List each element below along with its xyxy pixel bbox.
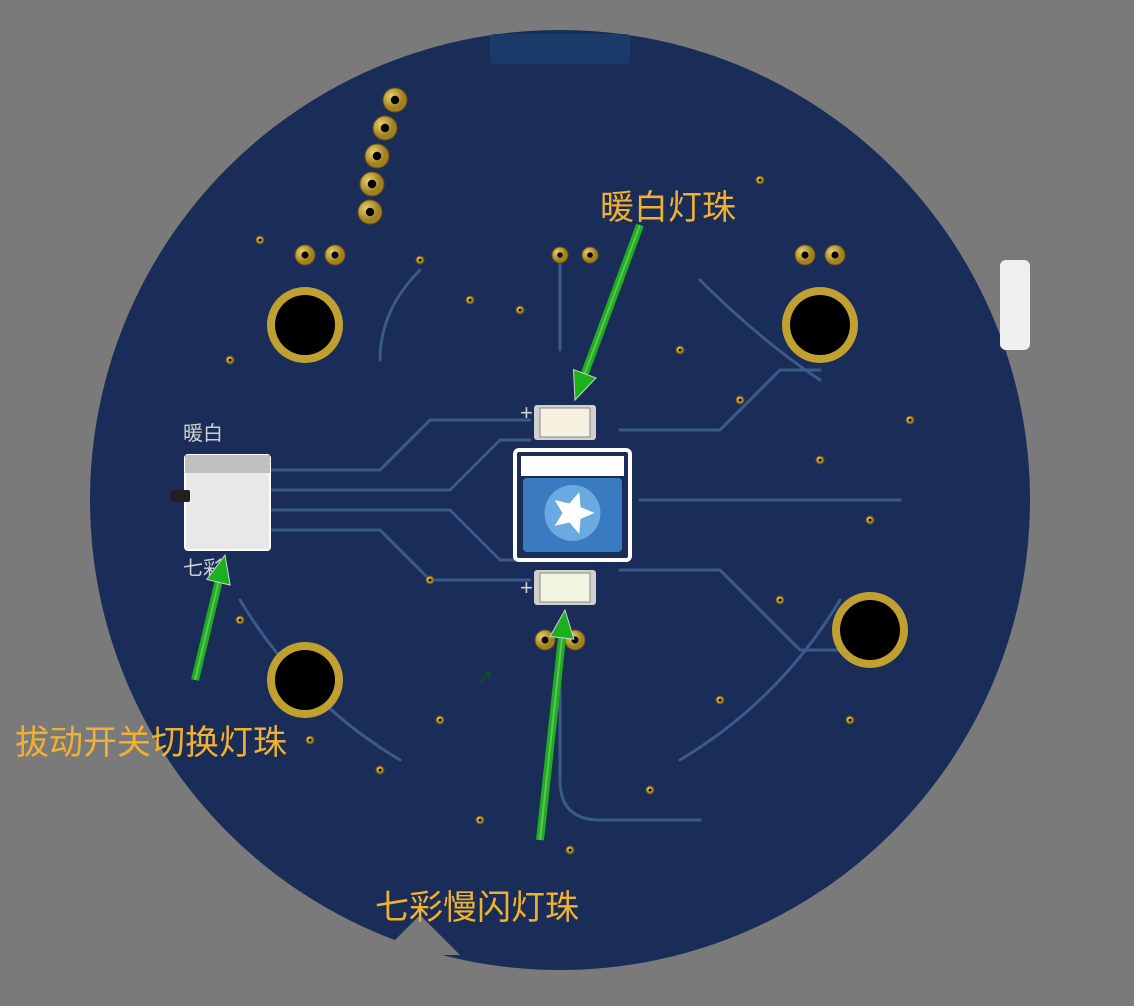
annotation-label-rgb-led: 七彩慢闪灯珠	[375, 880, 579, 929]
annotation-label-toggle-switch: 拔动开关切换灯珠	[15, 715, 287, 764]
svg-text:暖白: 暖白	[183, 422, 223, 445]
svg-text:+: +	[520, 575, 533, 600]
warm-white-led-component	[540, 408, 590, 437]
pcb-bottom-notch-right	[880, 855, 960, 895]
edge-connector	[1000, 260, 1030, 350]
annotation-label-warm-white-led: 暖白灯珠	[600, 180, 736, 229]
pcb-diagram: ++暖白七彩↗	[90, 30, 1030, 970]
pcb-top-notch	[490, 34, 630, 64]
rgb-led-component	[540, 573, 590, 602]
toggle-switch-lever	[170, 490, 190, 502]
svg-text:+: +	[520, 400, 533, 425]
svg-text:↗: ↗	[475, 665, 493, 690]
